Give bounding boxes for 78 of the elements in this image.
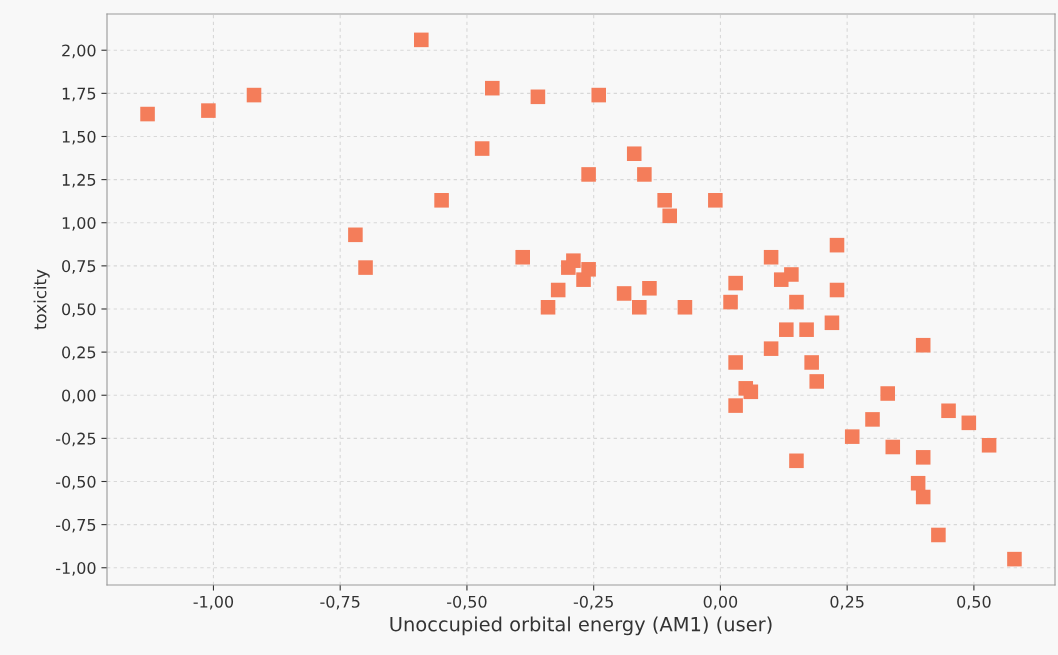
point <box>723 294 738 310</box>
point <box>763 249 779 265</box>
point <box>804 355 819 370</box>
point <box>637 167 652 182</box>
x-tick-label: -0,25 <box>573 595 613 610</box>
point <box>677 299 693 315</box>
point <box>941 403 956 419</box>
point <box>1007 551 1022 567</box>
point <box>540 299 556 315</box>
point <box>626 146 642 162</box>
point <box>581 262 596 277</box>
point <box>414 32 429 48</box>
x-tick-label: 0,25 <box>830 595 864 610</box>
point <box>743 384 759 400</box>
point <box>809 374 825 389</box>
point <box>662 208 677 224</box>
y-tick-label: -0,75 <box>56 518 96 533</box>
point <box>201 103 216 118</box>
point <box>728 355 743 370</box>
x-tick-label: 0,00 <box>703 595 738 610</box>
y-tick-label: 1,00 <box>62 216 96 231</box>
y-tick-label: -1,00 <box>56 561 96 576</box>
point <box>829 282 845 298</box>
y-tick-label: 2,00 <box>62 44 96 59</box>
x-tick-label: -1,00 <box>193 595 234 610</box>
point <box>642 281 657 296</box>
y-tick-label: 1,50 <box>62 130 96 145</box>
point <box>910 475 926 491</box>
point <box>657 193 672 208</box>
point <box>784 267 799 282</box>
x-tick-label: -0,75 <box>320 595 360 610</box>
y-tick-label: 1,75 <box>62 87 96 102</box>
point <box>616 286 632 301</box>
point <box>799 322 814 337</box>
point <box>824 315 840 331</box>
point <box>885 439 901 455</box>
point <box>915 450 931 465</box>
y-tick-label: 0,75 <box>62 260 96 274</box>
x-tick-label: -0,50 <box>447 595 487 610</box>
point <box>915 489 931 505</box>
y-tick-label: 0,25 <box>62 346 96 361</box>
point <box>981 437 997 453</box>
point <box>880 386 895 401</box>
point <box>434 193 449 208</box>
point <box>728 398 743 413</box>
point <box>591 87 607 103</box>
point <box>708 193 723 208</box>
point <box>728 275 743 291</box>
y-tick-label: 1,25 <box>62 173 96 188</box>
point <box>829 237 845 253</box>
y-tick-label: -0,25 <box>56 432 96 447</box>
point <box>474 141 490 156</box>
point <box>789 294 804 310</box>
point <box>358 260 373 275</box>
point <box>550 282 566 298</box>
point <box>844 429 860 444</box>
point <box>779 322 794 337</box>
point <box>515 249 530 265</box>
point <box>763 341 779 356</box>
x-axis-title: Unoccupied orbital energy (AM1) (user) <box>390 616 772 636</box>
point <box>530 89 546 105</box>
y-axis-title: toxicity <box>33 269 50 330</box>
point <box>246 87 262 103</box>
y-tick-label: -0,50 <box>56 475 96 490</box>
y-tick-label: 0,00 <box>62 389 96 404</box>
point <box>789 453 804 469</box>
point <box>485 80 500 96</box>
point <box>632 299 647 315</box>
x-tick-label: 0,50 <box>957 595 991 610</box>
point <box>140 106 155 122</box>
point <box>348 227 363 243</box>
point <box>581 167 596 182</box>
point <box>915 337 931 353</box>
point <box>566 253 581 268</box>
point <box>865 412 880 427</box>
point <box>931 527 946 543</box>
y-tick-label: 0,50 <box>62 303 96 317</box>
point <box>961 415 977 431</box>
